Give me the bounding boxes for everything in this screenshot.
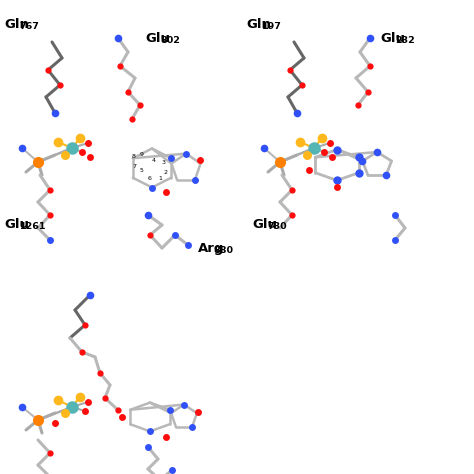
Text: Glu: Glu	[380, 32, 405, 45]
Text: 2: 2	[164, 171, 168, 175]
Text: 730: 730	[268, 222, 287, 231]
Text: 767: 767	[20, 22, 39, 31]
Text: 7: 7	[132, 164, 136, 168]
Text: 197: 197	[262, 22, 282, 31]
Text: 3: 3	[162, 161, 166, 165]
Text: 4: 4	[152, 157, 156, 163]
Text: 1: 1	[158, 175, 162, 181]
Text: 8: 8	[132, 154, 136, 158]
Text: 6: 6	[148, 175, 152, 181]
Text: 880: 880	[214, 246, 234, 255]
Text: 232: 232	[396, 36, 415, 46]
Text: 1261: 1261	[20, 222, 46, 231]
Text: 802: 802	[161, 36, 181, 46]
Text: Glu: Glu	[145, 32, 170, 45]
Text: Glu: Glu	[252, 218, 277, 231]
Text: Arg: Arg	[198, 242, 224, 255]
Text: Gln: Gln	[4, 18, 29, 31]
Text: 9: 9	[140, 152, 144, 156]
Text: Glu: Glu	[4, 218, 29, 231]
Text: Gln: Gln	[246, 18, 271, 31]
Text: 5: 5	[140, 167, 144, 173]
